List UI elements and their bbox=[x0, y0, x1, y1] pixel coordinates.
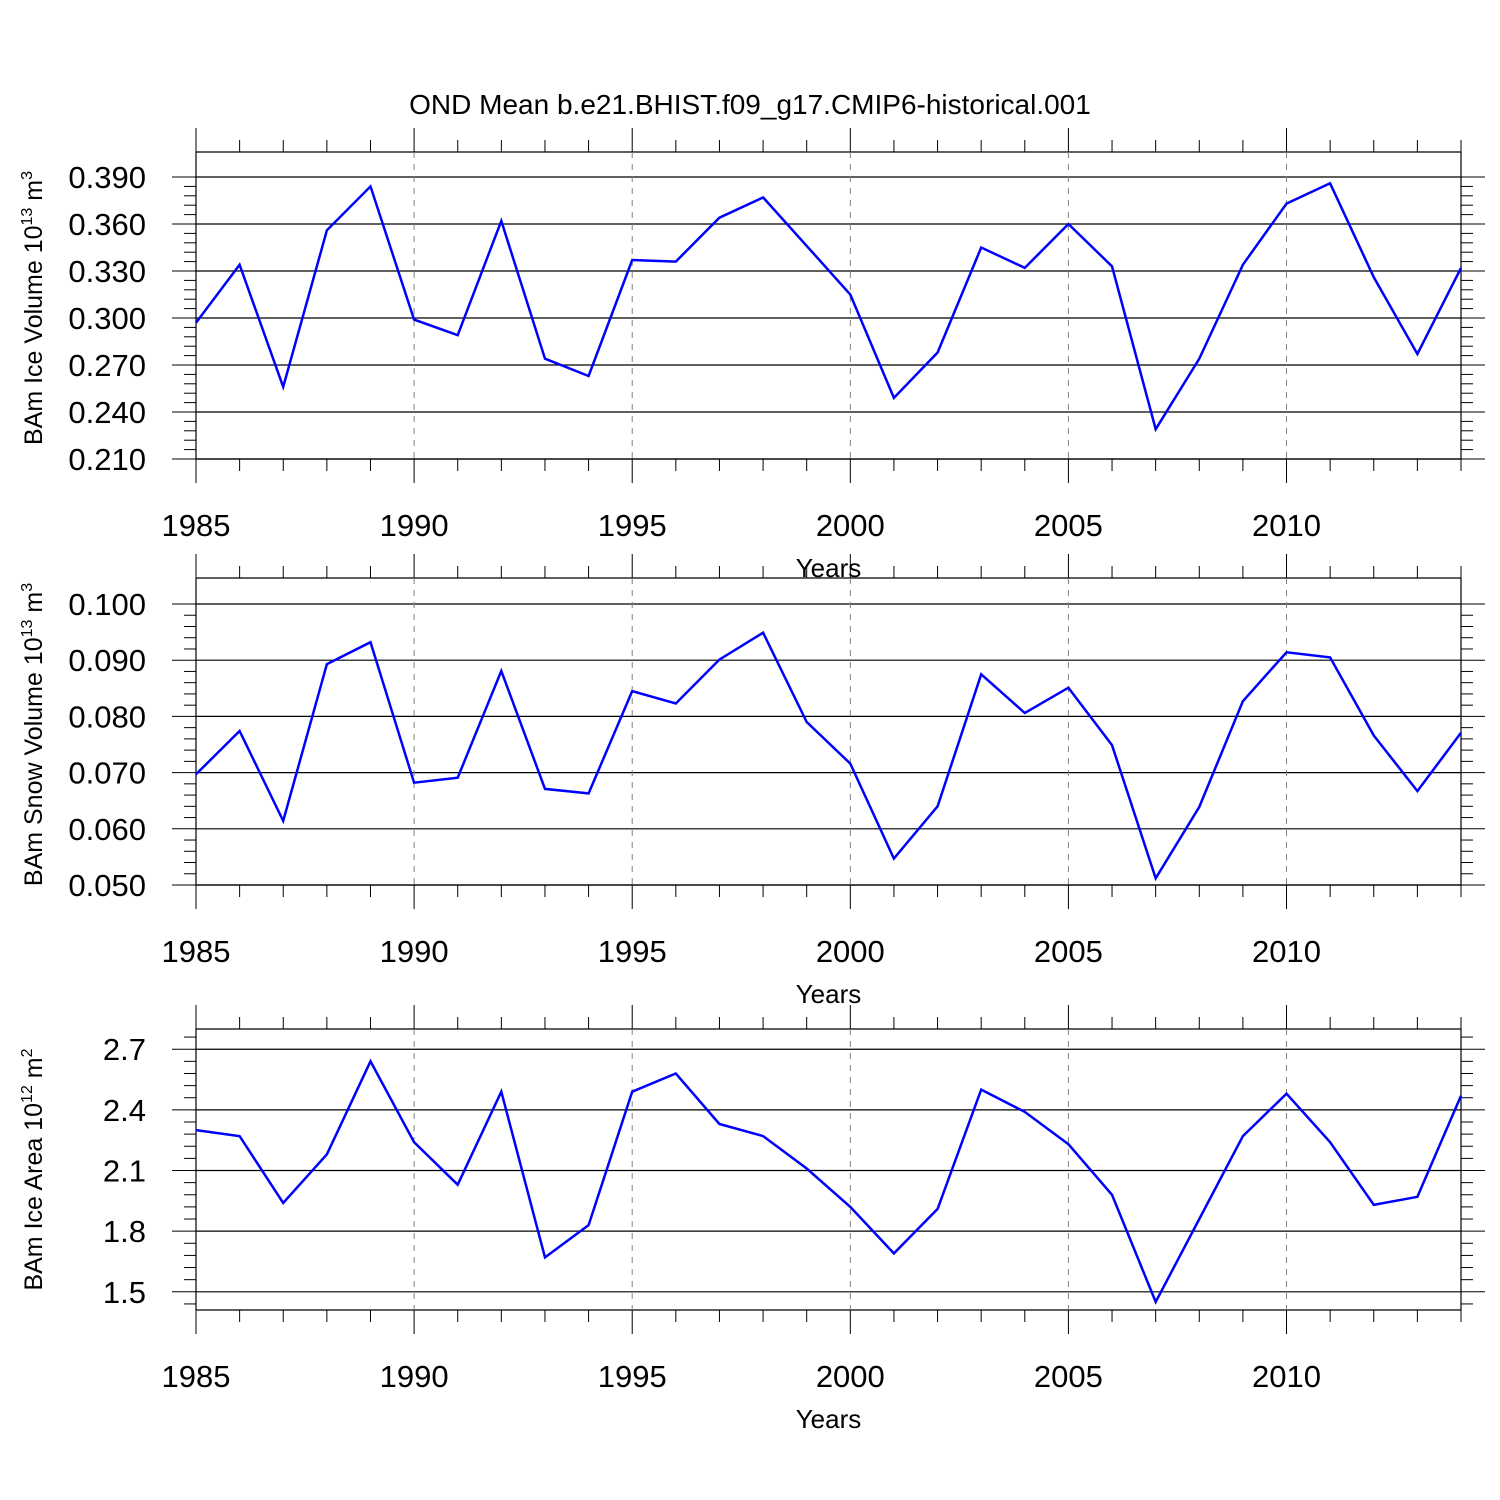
y-tick-label: 0.360 bbox=[68, 207, 146, 242]
y-axis-title: BAm Snow Volume 1013 m3 bbox=[19, 583, 48, 886]
y-axis-title-exponent: 13 bbox=[19, 619, 36, 637]
y-tick-label: 0.080 bbox=[68, 699, 146, 734]
y-tick-label: 1.8 bbox=[103, 1214, 146, 1249]
x-axis-title: Years bbox=[796, 1404, 862, 1434]
y-axis-title-exponent: 13 bbox=[19, 208, 36, 226]
y-tick-label: 2.4 bbox=[103, 1093, 146, 1128]
chart-title: OND Mean b.e21.BHIST.f09_g17.CMIP6-histo… bbox=[409, 89, 1091, 120]
y-tick-label: 0.210 bbox=[68, 442, 146, 477]
y-axis-title-text: BAm Ice Volume 10 bbox=[20, 225, 48, 445]
x-tick-label: 1990 bbox=[380, 1359, 449, 1394]
x-tick-label: 2000 bbox=[816, 1359, 885, 1394]
panel-1: 0.210 0.240 0.270 0.300 0.330 0.360 0.390 1985 1… bbox=[19, 128, 1485, 583]
series-line bbox=[195, 1058, 1463, 1305]
y-axis-title-exponent: 12 bbox=[19, 1085, 36, 1103]
y-tick-label: 0.090 bbox=[68, 643, 146, 678]
x-tick-label: 1985 bbox=[162, 934, 231, 969]
x-tick-label: 2005 bbox=[1034, 934, 1103, 969]
x-tick-label: 2000 bbox=[816, 508, 885, 543]
y-axis-title-unit: m bbox=[20, 592, 48, 620]
y-axis-title-unit-exponent: 3 bbox=[19, 583, 36, 592]
x-tick-label: 2010 bbox=[1252, 934, 1321, 969]
x-tick-label: 1990 bbox=[380, 508, 449, 543]
y-axis-title: BAm Ice Area 1012 m2 bbox=[19, 1048, 48, 1290]
y-tick-label: 1.5 bbox=[103, 1275, 146, 1310]
x-tick-label: 1995 bbox=[598, 1359, 667, 1394]
series-line bbox=[195, 181, 1463, 433]
panel-3: 1.5 1.8 2.1 2.4 2.7 1985 1990 1995 2000 2005 2010 Y… bbox=[19, 1005, 1485, 1434]
x-tick-label: 1985 bbox=[162, 508, 231, 543]
y-tick-label: 2.1 bbox=[103, 1154, 146, 1189]
y-axis-title-unit: m bbox=[20, 180, 48, 208]
y-axis-title-unit-exponent: 3 bbox=[19, 171, 36, 180]
y-axis-title: BAm Ice Volume 1013 m3 bbox=[19, 171, 48, 445]
y-tick-label: 2.7 bbox=[103, 1032, 146, 1067]
y-axis-title-unit-exponent: 2 bbox=[19, 1048, 36, 1057]
panel-2: 0.050 0.060 0.070 0.080 0.090 0.100 1985 1990 19… bbox=[19, 554, 1485, 1009]
y-tick-label: 0.330 bbox=[68, 254, 146, 289]
y-tick-label: 0.390 bbox=[68, 160, 146, 195]
x-axis-title: Years bbox=[796, 979, 862, 1009]
x-tick-label: 1995 bbox=[598, 508, 667, 543]
x-tick-label: 2010 bbox=[1252, 508, 1321, 543]
x-tick-label: 2005 bbox=[1034, 1359, 1103, 1394]
series-line bbox=[195, 630, 1463, 882]
y-tick-label: 0.060 bbox=[68, 812, 146, 847]
y-axis-title-text: BAm Ice Area 10 bbox=[20, 1103, 48, 1291]
x-tick-label: 1990 bbox=[380, 934, 449, 969]
y-tick-label: 0.070 bbox=[68, 756, 146, 791]
y-axis-title-text: BAm Snow Volume 10 bbox=[20, 637, 48, 886]
y-axis-title-unit: m bbox=[20, 1057, 48, 1085]
x-tick-label: 1985 bbox=[162, 1359, 231, 1394]
x-tick-label: 1995 bbox=[598, 934, 667, 969]
y-tick-label: 0.300 bbox=[68, 301, 146, 336]
x-tick-label: 2010 bbox=[1252, 1359, 1321, 1394]
x-tick-label: 2005 bbox=[1034, 508, 1103, 543]
y-tick-label: 0.240 bbox=[68, 395, 146, 430]
y-tick-label: 0.100 bbox=[68, 587, 146, 622]
y-tick-label: 0.050 bbox=[68, 868, 146, 903]
y-tick-label: 0.270 bbox=[68, 348, 146, 383]
x-tick-label: 2000 bbox=[816, 934, 885, 969]
